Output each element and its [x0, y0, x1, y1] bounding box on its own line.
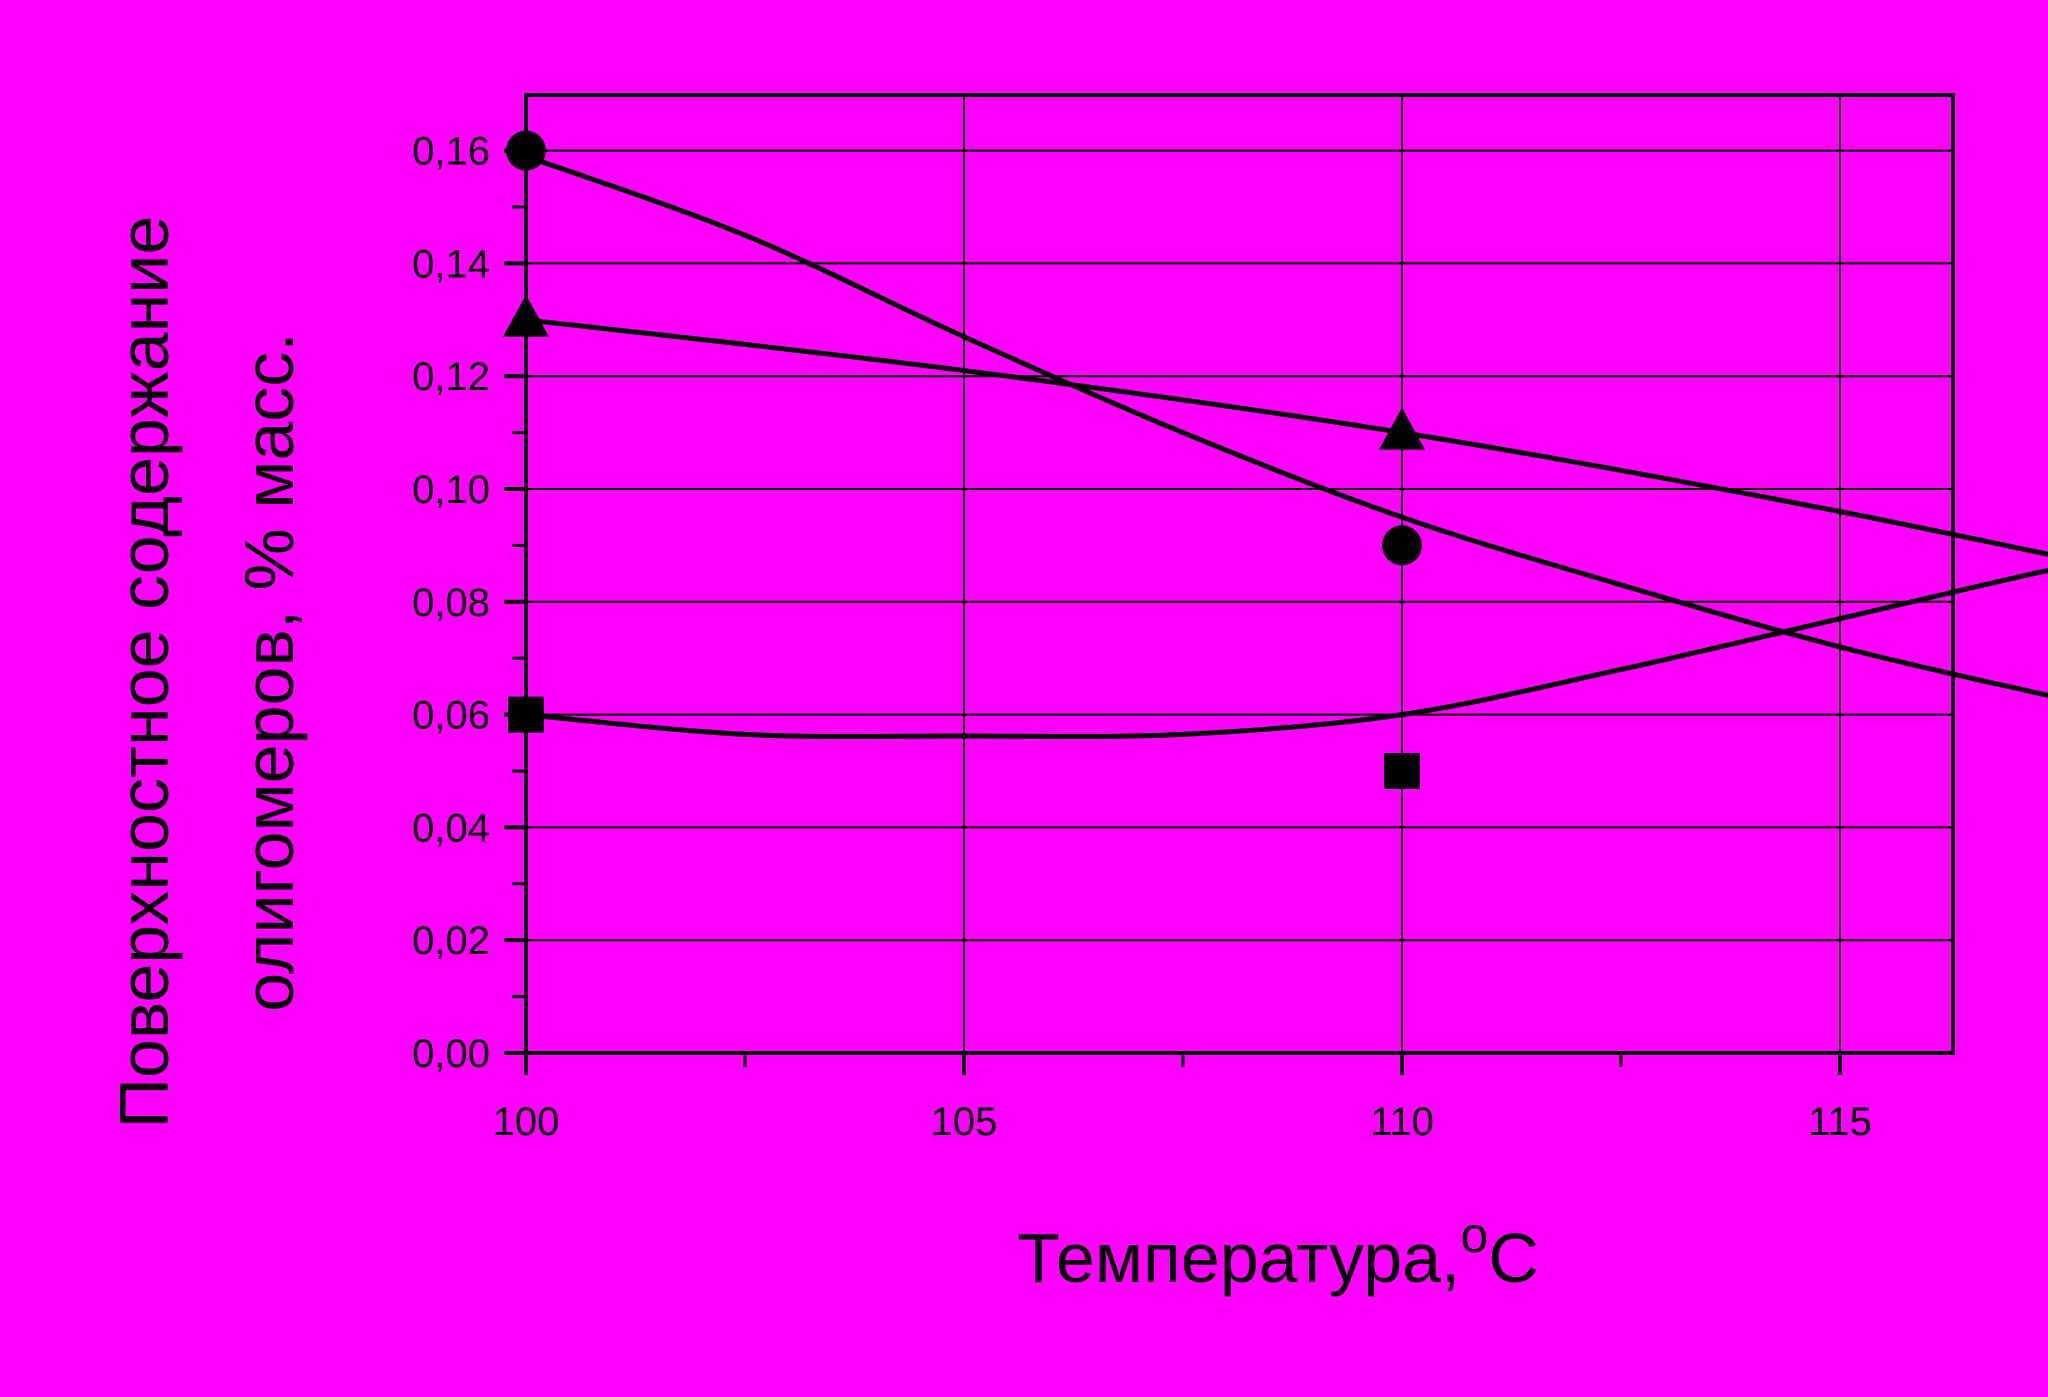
circle-marker	[506, 130, 546, 171]
y-tick-label: 0,02	[412, 919, 490, 963]
y-tick-label: 0,08	[412, 581, 490, 625]
square-marker	[508, 696, 544, 733]
x-tick-label: 100	[493, 1100, 560, 1144]
fit-curve-2	[525, 317, 2048, 557]
x-tick-label: 105	[931, 1100, 998, 1144]
y-tick-label: 0,16	[412, 130, 490, 174]
triangle-marker	[1379, 407, 1425, 450]
y-tick-label: 0,04	[412, 806, 490, 850]
plot-frame	[524, 93, 1955, 1055]
y-axis-title-line1: Поверхностное содержание	[105, 216, 183, 1129]
fit-curve-3	[525, 153, 2048, 698]
fit-curve-1	[525, 567, 2048, 740]
x-tick-label: 115	[1808, 1100, 1872, 1144]
x-axis-title: Температура,oC	[1017, 1207, 1539, 1297]
grid	[526, 95, 1953, 1053]
y-axis-title-line2: олигомеров, % масс.	[230, 332, 308, 1011]
y-tick-label: 0,00	[412, 1032, 490, 1076]
y-tick-label: 0,10	[412, 468, 490, 512]
axis-ticks: 1001051101151201251300,000,020,040,060,0…	[412, 130, 1872, 1144]
square-marker	[1384, 753, 1420, 789]
x-tick-label: 110	[1370, 1100, 1434, 1144]
circle-marker	[1382, 525, 1422, 566]
fit-curves	[525, 153, 2048, 740]
y-tick-label: 0,06	[412, 694, 490, 738]
triangle-marker	[503, 294, 549, 337]
data-markers	[503, 130, 1425, 789]
y-tick-label: 0,14	[412, 242, 490, 286]
y-tick-label: 0,12	[412, 355, 490, 399]
